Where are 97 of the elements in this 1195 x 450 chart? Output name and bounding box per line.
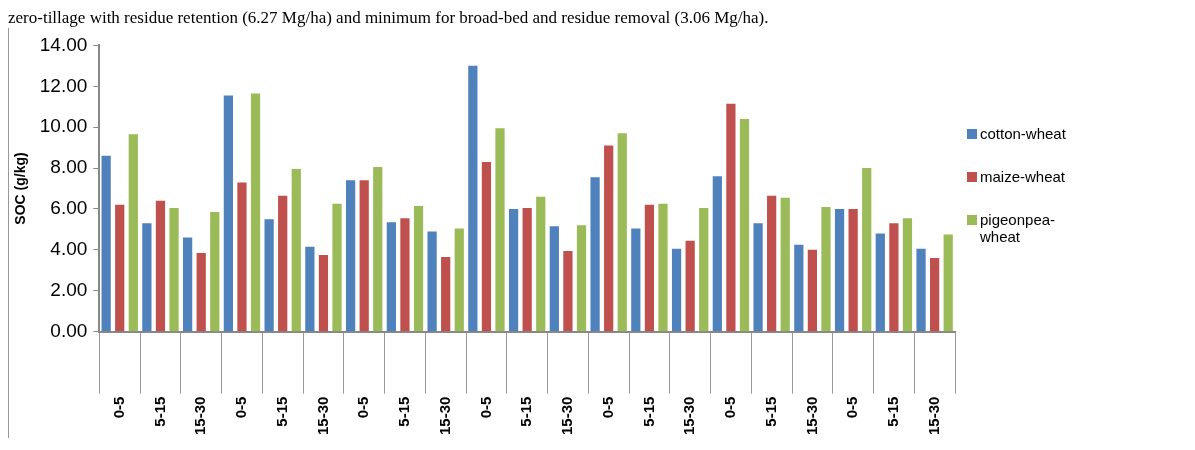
x-tick-label: 15-30 — [924, 396, 942, 436]
bar — [128, 134, 138, 332]
bar — [373, 167, 383, 332]
bar — [943, 234, 953, 332]
y-tick-label: 8.00 — [50, 156, 88, 178]
bar — [699, 207, 709, 332]
bar — [508, 208, 519, 332]
bar — [753, 223, 763, 332]
y-tick-label: 10.00 — [39, 115, 88, 137]
bar — [427, 231, 437, 332]
bar — [332, 203, 342, 332]
bar — [576, 225, 587, 332]
bar — [318, 254, 329, 332]
bar — [875, 233, 885, 332]
legend-label: pigeonpea-wheat — [980, 211, 1057, 245]
bar — [807, 249, 818, 332]
y-tick-label: 12.00 — [39, 74, 88, 96]
bar — [671, 248, 682, 332]
bar — [291, 169, 301, 332]
bar — [794, 244, 804, 332]
bar — [441, 257, 451, 332]
x-tick-label: 5-15 — [761, 396, 779, 427]
bar — [101, 155, 111, 332]
bar — [264, 219, 274, 332]
text: zero-tillage with residue retention (6.27 Mg/ha) and minimum for broad-bed and residue removal (3.06 Mg/ha). — [8, 8, 770, 28]
bar — [454, 228, 464, 332]
x-tick-label: 15-30 — [802, 396, 820, 436]
bar — [183, 237, 193, 332]
bar — [604, 145, 614, 332]
bar — [712, 176, 722, 332]
bar — [413, 205, 424, 332]
legend-label: cotton-wheat — [980, 125, 1067, 142]
x-tick-label: 0-5 — [843, 396, 861, 419]
bar — [278, 195, 288, 332]
y-tick-label: 4.00 — [50, 238, 88, 260]
bar — [359, 180, 369, 332]
x-tick-label: 15-30 — [191, 396, 209, 436]
bar — [644, 204, 655, 332]
x-tick-label: 5-15 — [884, 396, 902, 427]
bar — [549, 226, 559, 332]
x-tick-label: 5-15 — [517, 396, 535, 427]
bar — [631, 228, 641, 332]
bar — [563, 250, 573, 332]
bar — [536, 196, 546, 332]
bar — [862, 168, 872, 332]
bar — [821, 206, 831, 332]
bar — [930, 258, 940, 332]
bar — [767, 195, 777, 332]
x-tick-label: 5-15 — [639, 396, 657, 427]
x-tick-label: 15-30 — [313, 396, 331, 436]
bar — [196, 252, 206, 332]
x-tick-label: 0-5 — [232, 396, 250, 419]
y-tick-label: 2.00 — [50, 278, 88, 300]
bar — [739, 119, 750, 332]
x-tick-label: 0-5 — [598, 396, 616, 419]
bar — [223, 95, 233, 332]
bar — [468, 65, 478, 332]
bar — [916, 248, 926, 332]
bar — [522, 207, 532, 332]
bar — [237, 182, 247, 332]
bar — [210, 212, 220, 332]
bar — [481, 161, 492, 332]
x-tick-label: 15-30 — [435, 396, 453, 436]
bar — [617, 133, 627, 332]
x-tick-label: 0-5 — [354, 396, 372, 419]
bar — [250, 93, 261, 332]
bar — [142, 223, 152, 332]
bar — [495, 128, 505, 332]
bar — [780, 197, 790, 332]
legend-label: maize-wheat — [980, 168, 1067, 185]
x-tick-label: 15-30 — [558, 396, 576, 436]
bar — [386, 222, 396, 332]
bar — [889, 223, 899, 332]
bar — [169, 207, 179, 332]
bar — [400, 218, 410, 332]
bar — [590, 177, 600, 332]
y-tick-label: 0.00 — [50, 319, 88, 341]
x-tick-label: 5-15 — [272, 396, 290, 427]
bar — [345, 180, 356, 332]
bar — [115, 204, 125, 332]
x-tick-label: 5-15 — [395, 396, 413, 427]
bar — [685, 240, 695, 332]
x-tick-label: 0-5 — [721, 396, 739, 419]
bar — [834, 208, 845, 332]
x-tick-label: 15-30 — [680, 396, 698, 436]
bar — [902, 218, 913, 332]
x-tick-label: 5-15 — [150, 396, 168, 427]
y-axis-title: SOC (g/kg) — [12, 152, 29, 225]
bar — [726, 103, 736, 332]
x-tick-label: 0-5 — [109, 396, 127, 419]
y-tick-label: 14.00 — [39, 33, 88, 55]
y-tick-label: 6.00 — [50, 197, 88, 219]
bar — [305, 246, 315, 332]
bar — [658, 203, 668, 332]
bar — [155, 200, 166, 332]
bar — [848, 208, 858, 332]
x-tick-label: 0-5 — [476, 396, 494, 419]
